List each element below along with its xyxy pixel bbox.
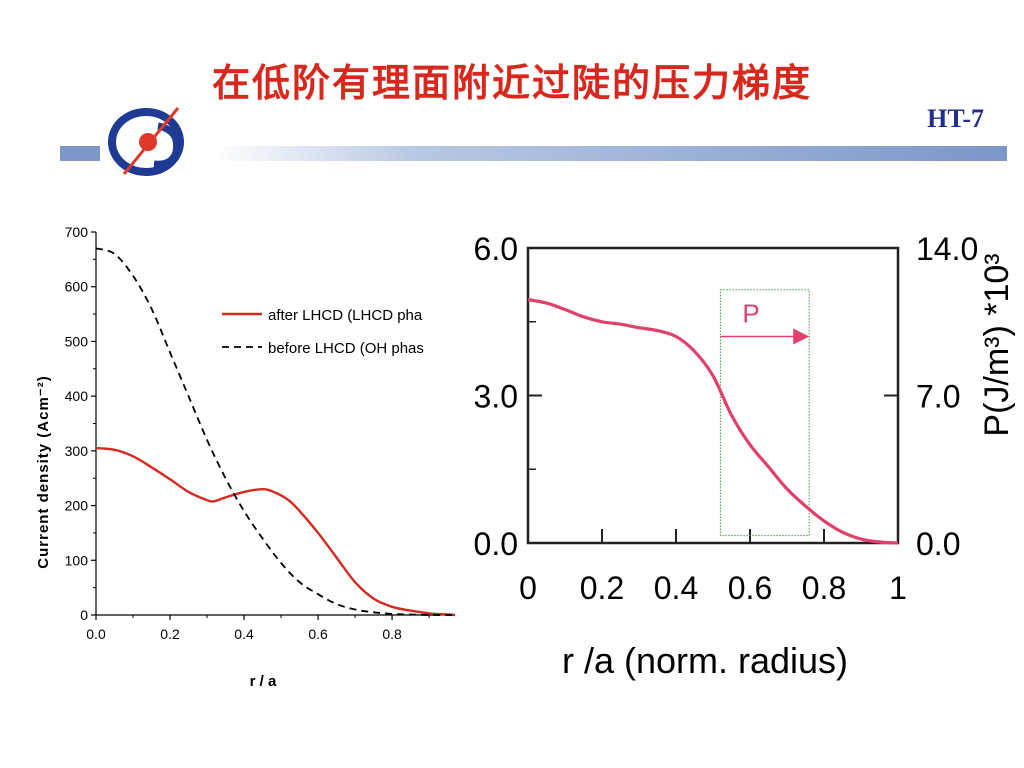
institute-logo-icon: [108, 107, 184, 176]
steep-gradient-box: [719, 289, 810, 537]
chart2-right-y-tick-label: 14.0: [916, 231, 978, 267]
slide-title: 在低阶有理面附近过陡的压力梯度: [211, 60, 812, 105]
chart2-x-tick-label: 0.8: [802, 570, 846, 606]
header-band-right: [212, 146, 1007, 161]
legend-label-after-lhcd: after LHCD (LHCD pha: [268, 307, 423, 324]
chart1-series-after-lhcd: [95, 446, 455, 617]
chart1-y-label: Current density (Acm⁻²): [35, 375, 52, 568]
chart2-right-y-tick-label: 7.0: [916, 379, 960, 415]
legend-label-before-lhcd: before LHCD (OH phas: [268, 340, 424, 357]
chart1-y-tick-label: 300: [65, 443, 89, 459]
chart1-y-tick-label: 400: [65, 388, 89, 404]
chart2-frame: [526, 246, 900, 545]
chart2-x-tick-label: 1: [889, 570, 907, 606]
chart1-x-tick-label: 0.6: [308, 626, 328, 642]
chart2-pressure-curve: [527, 298, 899, 545]
chart1-x-tick-label: 0.4: [234, 626, 254, 642]
annotation-label: P: [742, 299, 759, 329]
chart1-x-label: r / a: [250, 673, 277, 690]
chart1-x-tick-label: 0.0: [86, 626, 106, 642]
device-tag: HT-7: [927, 104, 984, 133]
chart2-left-y-tick-label: 0.0: [474, 526, 518, 562]
chart2-left-y-tick-label: 6.0: [474, 231, 518, 267]
chart2-right-y-label: P(J/m³) *10³: [978, 253, 1016, 436]
chart2-right-y-tick-label: 0.0: [916, 526, 960, 562]
chart1-y-tick-label: 600: [65, 279, 89, 295]
chart1-y-tick-label: 700: [65, 224, 89, 240]
chart2-x-tick-label: 0.4: [654, 570, 698, 606]
chart1-legend: after LHCD (LHCD pha before LHCD (OH pha…: [222, 307, 424, 357]
chart1-y-tick-label: 0: [80, 607, 88, 623]
chart2-left-y-tick-label: 3.0: [474, 379, 518, 415]
chart1-y-tick-label: 500: [65, 333, 89, 349]
header-band-left: [60, 146, 100, 161]
chart1-y-tick-label: 100: [65, 552, 89, 568]
chart1-x-tick-label: 0.2: [160, 626, 180, 642]
annotation-arrowhead-icon: [793, 328, 810, 345]
chart1-y-tick-label: 200: [65, 498, 89, 514]
chart2-x-tick-label: 0.6: [728, 570, 772, 606]
chart2-x-tick-label: 0.2: [580, 570, 624, 606]
chart2-x-tick-label: 0: [519, 570, 537, 606]
current-density-chart: 0 100 200 300 400 500 600 700 0.0 0.2 0.4 0.6 0.8 af…: [35, 224, 455, 690]
pressure-profile-chart: 0 0.2 0.4 0.6 0.8 10.0 0.03.0 7.06.0 14.0 P r /a…: [474, 231, 1016, 681]
chart1-x-tick-label: 0.8: [382, 626, 402, 642]
chart2-x-label: r /a (norm. radius): [562, 640, 848, 681]
chart1-series-before-lhcd: [95, 247, 455, 616]
